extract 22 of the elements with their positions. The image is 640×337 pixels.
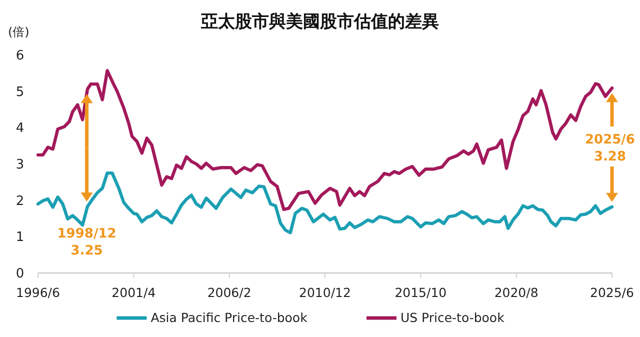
y-tick-label: 1 [16,230,24,246]
ylabel: (倍) [8,25,30,39]
y-tick-label: 5 [16,84,24,100]
legend-label: US Price-to-book [400,310,506,325]
x-tick-label: 2001/4 [112,285,156,300]
title: 亞太股市與美國股市估值的差異 [201,12,439,32]
legend-label: Asia Pacific Price-to-book [150,310,308,325]
y-tick-label: 0 [16,266,24,282]
y-tick-label: 6 [16,48,24,64]
annotation: 1998/12 3.25 [57,94,116,258]
annotation: 2025/6 3.28 [585,93,635,202]
x-tick-label: 2020/8 [494,285,538,300]
x-tick-label: 2006/2 [207,285,252,300]
annotation: 2025/6 3.28 [585,132,635,164]
x-tick-label: 2015/10 [394,285,447,300]
y-tick-label: 3 [16,158,24,172]
y-tick-label: 4 [16,121,24,136]
x-tick-label: 1996/6 [16,285,60,300]
y-tick-label: 2 [16,194,24,209]
x-tick-label: 2010/12 [299,285,351,300]
x-tick-label: 2025/6 [590,285,634,300]
annotation: 1998/12 3.25 [57,226,116,259]
